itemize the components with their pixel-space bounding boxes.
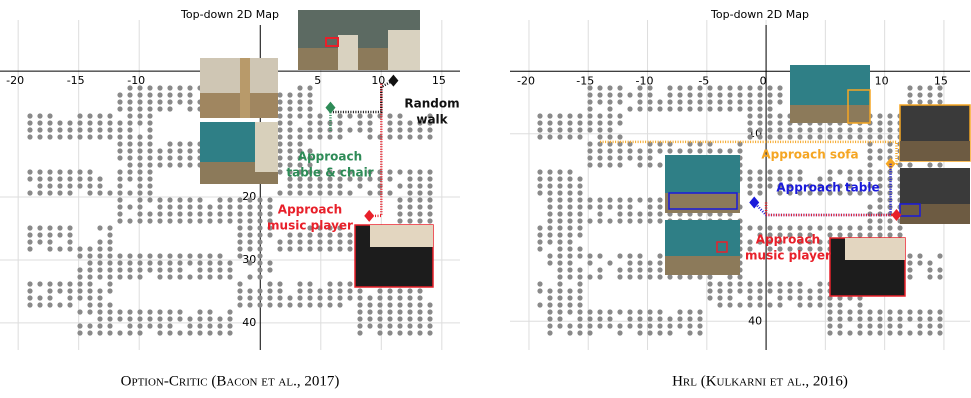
x-tick-label: 0 [760, 74, 767, 87]
trajectory-end [325, 102, 335, 114]
annotation: Approach [278, 203, 342, 217]
x-tick-label: -20 [517, 74, 535, 87]
x-tick-label: 10 [371, 74, 385, 87]
annotation: music player [745, 249, 831, 263]
x-tick-label: -5 [698, 74, 709, 87]
chart-title: Top-down 2D Map [710, 8, 809, 21]
chart-title: Top-down 2D Map [180, 8, 279, 21]
thumbnail [200, 122, 278, 184]
x-tick-label: -15 [67, 74, 85, 87]
thumbnail [790, 65, 870, 123]
thumbnail [900, 168, 970, 224]
trajectory-end [388, 75, 398, 87]
annotation: table & chair [286, 166, 373, 180]
figure: -20-15-1051015203040 Random walk Approac… [0, 0, 971, 398]
trajectory [369, 84, 381, 216]
annotation: Approach sofa [761, 148, 858, 162]
trajectory [766, 203, 896, 216]
thumbnail [830, 238, 905, 296]
thumbnail [355, 225, 433, 287]
thumbnail [200, 58, 278, 118]
x-tick-label: -15 [576, 74, 594, 87]
annotation: Approach table [776, 181, 879, 195]
trajectory-end [364, 210, 374, 222]
x-tick-label: -20 [6, 74, 24, 87]
thumbnails [200, 10, 433, 287]
caption: Hrl (Kulkarni et al., 2016) [672, 373, 848, 389]
thumbnail [298, 10, 358, 70]
x-tick-label: 10 [875, 74, 889, 87]
annotation: walk [416, 113, 448, 127]
caption: Option-Critic (Bacon et al., 2017) [121, 373, 340, 389]
thumbnail [665, 220, 740, 275]
x-tick-label: 15 [934, 74, 948, 87]
thumbnail [358, 10, 420, 70]
annotation: Random [404, 97, 459, 111]
annotation: music player [267, 219, 353, 233]
x-tick-label: 15 [432, 74, 446, 87]
x-tick-label: -10 [636, 74, 654, 87]
x-tick-label: -10 [127, 74, 145, 87]
annotation: Approach [298, 150, 362, 164]
thumbnail [900, 105, 970, 161]
panel: -20-15-10-50510151040 Approach sofa Appr… [510, 8, 970, 389]
x-tick-label: 5 [314, 74, 321, 87]
y-tick-label: 40 [748, 314, 762, 327]
y-tick-label: 40 [242, 316, 256, 329]
thumbnail [665, 155, 740, 213]
annotation: Approach [756, 233, 820, 247]
